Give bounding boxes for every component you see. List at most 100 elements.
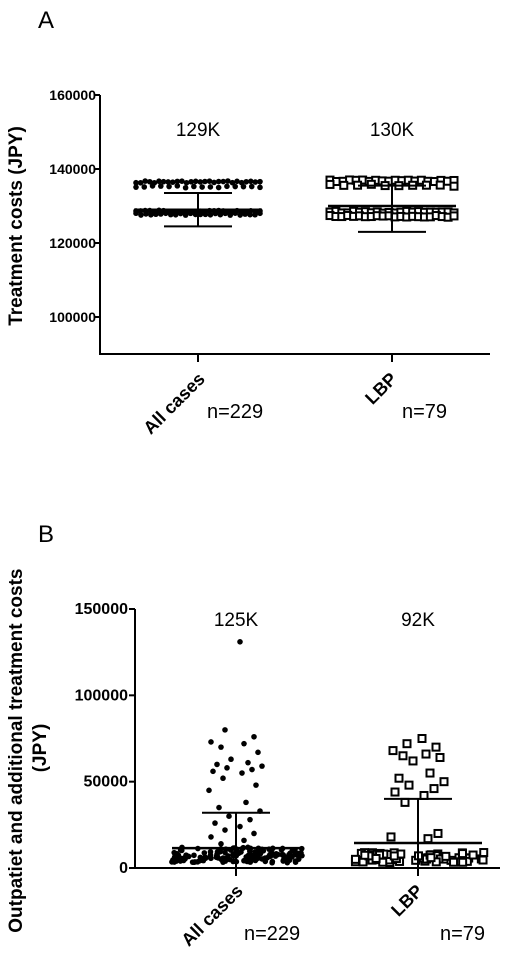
panel-a-point-all-cases xyxy=(247,211,253,218)
panel-b-point-lbp xyxy=(388,746,398,756)
panel-b-n-all-cases: n=229 xyxy=(244,923,300,945)
panel-b-y-tick-label: 50000 xyxy=(84,774,129,791)
panel-a-point-all-cases xyxy=(165,179,171,185)
panel-a-point-all-cases xyxy=(183,180,190,186)
panel-b-point-lbp xyxy=(402,739,412,749)
panel-b-point-lbp xyxy=(389,851,399,861)
panel-a-point-all-cases xyxy=(177,210,184,217)
panel-a-point-all-cases xyxy=(225,178,231,184)
panel-b-point-all-cases xyxy=(206,787,212,794)
panel-a-point-all-cases xyxy=(242,211,248,217)
panel-a-point-all-cases xyxy=(215,184,222,191)
panel-a-point-all-cases xyxy=(227,212,234,218)
panel-a-point-all-cases xyxy=(206,178,213,184)
panel-a-category-lbp: LBP xyxy=(361,369,401,409)
panel-b-point-lbp xyxy=(468,850,478,860)
panel-a-point-all-cases xyxy=(142,178,148,184)
panel-a-point-all-cases xyxy=(188,178,194,185)
panel-b-point-all-cases xyxy=(251,830,257,837)
panel-a-point-all-cases xyxy=(232,183,238,190)
panel-b-point-all-cases xyxy=(224,765,230,771)
panel-b-y-tick-label: 0 xyxy=(119,860,128,877)
panel-b-point-all-cases xyxy=(249,766,255,773)
panel-b-point-all-cases xyxy=(208,855,214,862)
panel-a-point-all-cases xyxy=(174,183,181,189)
panel-a-point-all-cases xyxy=(212,210,219,217)
panel-b-point-all-cases xyxy=(222,827,228,833)
panel-a-point-all-cases xyxy=(160,178,167,185)
panel-b-point-lbp xyxy=(478,855,488,865)
panel-a-point-all-cases xyxy=(187,210,194,217)
panel-b-point-all-cases xyxy=(221,855,228,862)
panel-a-point-all-cases xyxy=(179,178,185,184)
panel-a-label: A xyxy=(38,7,54,34)
panel-b-point-lbp xyxy=(371,853,381,863)
panel-a-point-all-cases xyxy=(133,184,139,190)
panel-a-point-all-cases xyxy=(248,183,255,190)
panel-a: A Treatment costs (JPY) 100000 120000 1400… xyxy=(6,7,490,438)
panel-b-point-all-cases xyxy=(289,853,295,860)
panel-b-point-lbp xyxy=(350,854,360,864)
panel-a-mean-label-all-cases: 129K xyxy=(176,120,221,141)
panel-b-point-lbp xyxy=(417,734,427,743)
panel-a-point-lbp xyxy=(366,179,376,189)
panel-b-point-all-cases xyxy=(222,727,228,733)
panel-a-point-all-cases xyxy=(166,183,172,190)
panel-b-point-all-cases xyxy=(251,733,257,740)
panel-a-point-all-cases xyxy=(158,211,164,217)
panel-b-point-lbp xyxy=(398,751,408,761)
panel-b-point-all-cases xyxy=(255,749,261,756)
panel-a-point-all-cases xyxy=(215,178,222,185)
panel-b-point-lbp xyxy=(431,742,441,752)
panel-a-point-lbp xyxy=(449,211,459,221)
panel-b-point-lbp xyxy=(435,752,445,762)
panel-a-y-axis-title: Treatment costs (JPY) xyxy=(6,126,27,326)
panel-a-point-all-cases xyxy=(167,211,174,218)
panel-a-point-all-cases xyxy=(234,178,240,185)
panel-b-point-all-cases xyxy=(169,859,175,865)
panel-a-point-all-cases xyxy=(156,178,162,185)
panel-a-point-all-cases xyxy=(222,210,229,217)
panel-b-point-all-cases xyxy=(220,775,226,782)
panel-a-point-lbp xyxy=(325,179,335,189)
panel-b-point-lbp xyxy=(419,790,429,800)
panel-a-point-all-cases xyxy=(257,210,263,217)
panel-b-point-all-cases xyxy=(201,850,208,856)
panel-b-point-all-cases xyxy=(202,854,208,860)
panel-a-point-all-cases xyxy=(257,184,263,191)
panel-a-point-all-cases xyxy=(192,178,199,185)
panel-b-point-all-cases xyxy=(210,768,216,775)
panel-a-point-all-cases xyxy=(257,178,263,185)
panel-a-point-all-cases xyxy=(182,184,189,191)
panel-a-point-all-cases xyxy=(232,210,238,217)
panel-a-n-lbp: n=79 xyxy=(402,401,447,423)
panel-b-point-lbp xyxy=(394,773,404,783)
panel-b-point-lbp xyxy=(386,832,396,842)
panel-a-point-all-cases xyxy=(197,179,204,185)
panel-a-point-all-cases xyxy=(133,179,139,186)
panel-b-point-lbp xyxy=(449,857,459,867)
panel-b-point-all-cases xyxy=(237,639,243,645)
panel-a-point-all-cases xyxy=(137,179,144,186)
panel-b-point-all-cases xyxy=(226,813,232,819)
panel-b-point-all-cases xyxy=(218,841,224,847)
panel-b-point-all-cases xyxy=(173,850,180,857)
panel-b-point-lbp xyxy=(457,849,467,859)
panel-a-point-all-cases xyxy=(153,211,159,218)
panel-a-point-all-cases xyxy=(252,211,258,218)
panel-b: B Outpatiet and additional treatment cos… xyxy=(6,521,500,950)
panel-b-mean-label-lbp: 92K xyxy=(401,610,435,631)
panel-a-point-all-cases xyxy=(141,184,148,190)
panel-a-point-all-cases xyxy=(169,179,176,185)
panel-b-y-axis-title: Outpatiet and additional treatment costs… xyxy=(6,563,51,933)
panel-b-point-all-cases xyxy=(212,820,218,826)
panel-b-point-lbp xyxy=(458,857,468,867)
panel-a-point-all-cases xyxy=(174,178,181,185)
panel-a-point-lbp xyxy=(435,180,445,190)
panel-b-point-lbp xyxy=(404,780,414,790)
panel-b-point-all-cases xyxy=(228,756,234,763)
panel-a-point-all-cases xyxy=(237,212,243,218)
panel-b-point-all-cases xyxy=(256,849,262,856)
panel-a-mean-label-lbp: 130K xyxy=(370,120,415,141)
